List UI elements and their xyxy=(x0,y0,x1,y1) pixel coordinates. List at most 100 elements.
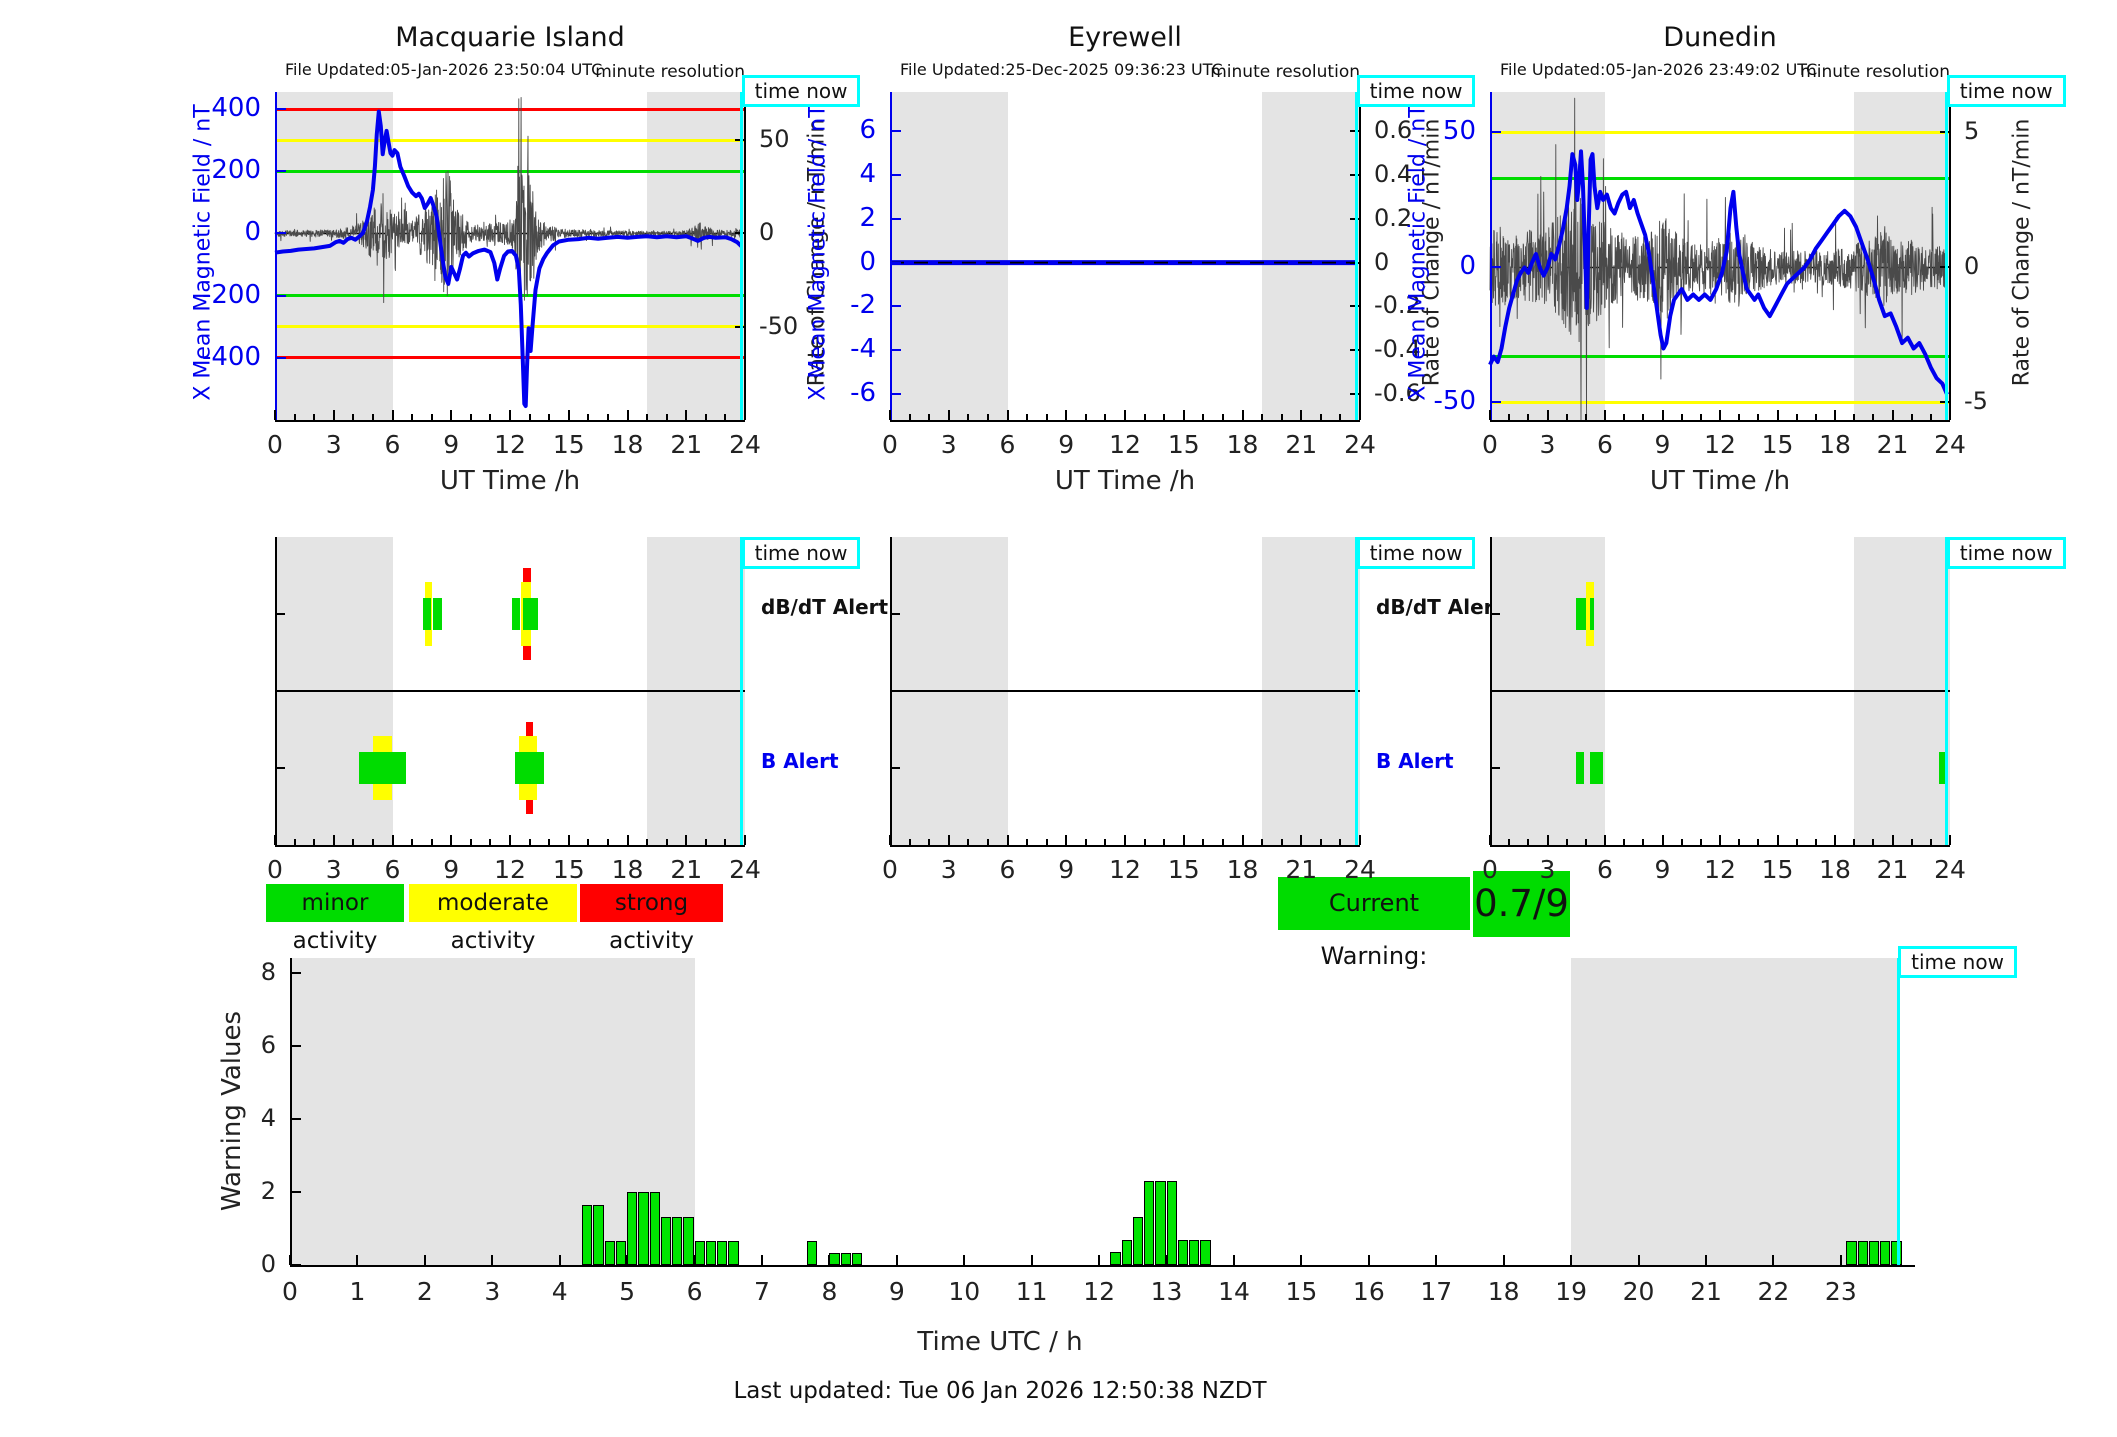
dunedin-alert-xtick xyxy=(1719,835,1721,845)
eyrewell-alert-xtick xyxy=(967,839,970,845)
dunedin-alert-xtick xyxy=(1604,835,1606,845)
dunedin-alert-xtick xyxy=(1738,839,1741,845)
eyrewell-xtick xyxy=(1280,414,1283,420)
eyrewell-alert-xtick xyxy=(928,839,931,845)
warning-value-bar xyxy=(840,1252,851,1265)
warning-xtick xyxy=(356,1255,359,1265)
dunedin-xtick xyxy=(1508,414,1511,420)
dunedin-alert-xtick-label: 6 xyxy=(1597,855,1613,884)
warning-value-bar xyxy=(683,1217,694,1265)
eyrewell-alert-xtick xyxy=(1045,839,1048,845)
macquarie-alert-xtick xyxy=(450,835,453,845)
dunedin-file-updated-text: File Updated:05-Jan-2026 23:49:02 UTC xyxy=(1500,60,1818,79)
dunedin-alert-xtick-label: 18 xyxy=(1819,855,1851,884)
dunedin-alert-xtick xyxy=(1565,839,1568,845)
eyrewell-alert-xtick-label: 15 xyxy=(1167,855,1200,884)
macquarie-xtick xyxy=(548,414,551,420)
macquarie-alert-xtick-label: 21 xyxy=(670,855,703,884)
macquarie-alert-xtick-label: 0 xyxy=(267,855,283,884)
warning-xtick xyxy=(963,1255,966,1265)
macquarie-alert-xtick xyxy=(606,839,609,845)
warning-ylabel: Warning Values xyxy=(217,1010,247,1211)
macquarie-dbdt-alert-mark-green xyxy=(523,598,538,630)
eyrewell-ytick-right-label: 0.4 xyxy=(1374,160,1413,189)
macquarie-dbdt-alert-label: dB/dT Alert xyxy=(761,595,889,619)
warning-value-bar xyxy=(649,1191,660,1265)
warning-xtick xyxy=(558,1255,561,1265)
macquarie-xtick xyxy=(646,414,649,420)
dunedin-ytick-left-label: 0 xyxy=(1459,251,1476,282)
dunedin-trace-plot xyxy=(1488,97,1949,421)
eyrewell-ytick-left xyxy=(892,349,901,352)
macquarie-b-alert-mark-green xyxy=(359,752,407,784)
macquarie-xtick xyxy=(274,410,276,420)
warning-value-bar xyxy=(660,1217,672,1265)
warning-xtick-label: 16 xyxy=(1352,1277,1385,1306)
dunedin-right-spine xyxy=(1949,92,1951,420)
warning-xtick-label: 2 xyxy=(416,1277,433,1306)
macquarie-alert-time-now-line xyxy=(740,537,744,845)
dunedin-b-alert-mark-green xyxy=(1938,752,1949,784)
macquarie-xtick xyxy=(744,410,746,420)
dunedin-b-alert-mark-green xyxy=(1575,752,1585,784)
dunedin-ytick-right-label: -5 xyxy=(1964,387,1988,416)
eyrewell-xtick xyxy=(1241,410,1244,420)
macquarie-b-alert-label: B Alert xyxy=(761,749,839,773)
eyrewell-alert-xtick-label: 12 xyxy=(1109,855,1141,884)
macquarie-night-band xyxy=(275,92,393,420)
eyrewell-ytick-right-label: -0.2 xyxy=(1374,291,1421,320)
eyrewell-alert-xtick xyxy=(1359,835,1361,845)
eyrewell-xtick xyxy=(1143,414,1146,420)
warning-xtick-label: 22 xyxy=(1757,1277,1790,1306)
macquarie-left-spine xyxy=(275,92,277,420)
macquarie-threshold-line-yellow xyxy=(275,325,745,329)
dunedin-alert-xtick xyxy=(1834,835,1836,845)
macquarie-xtick xyxy=(685,410,688,420)
eyrewell-xtick xyxy=(1026,414,1029,420)
eyrewell-ytick-left-label: -2 xyxy=(850,290,876,321)
macquarie-ytick-left-label: 200 xyxy=(211,155,261,186)
warning-value-bar xyxy=(1200,1239,1211,1265)
eyrewell-xtick-label: 15 xyxy=(1167,430,1200,459)
macquarie-alert-xtick xyxy=(626,835,629,845)
dunedin-plot-time-now-box: time now xyxy=(1946,75,2066,107)
dunedin-alert-xtick xyxy=(1489,835,1491,845)
macquarie-right-spine xyxy=(744,92,746,420)
warning-xtick-label: 17 xyxy=(1420,1277,1453,1306)
macquarie-xtick xyxy=(352,414,355,420)
warning-xtick xyxy=(693,1255,696,1265)
eyrewell-xtick-label: 9 xyxy=(1058,430,1075,459)
eyrewell-file-updated-text: File Updated:25-Dec-2025 09:36:23 UTC xyxy=(900,60,1223,79)
macquarie-alert-xtick xyxy=(411,839,414,845)
warning-ytick-label: 2 xyxy=(260,1176,276,1205)
eyrewell-ytick-left-label: 2 xyxy=(859,202,876,233)
dunedin-alert-xtick xyxy=(1527,839,1530,845)
eyrewell-xaxis-title: UT Time /h xyxy=(1054,466,1196,496)
dunedin-alert-divider xyxy=(1490,690,1950,692)
macquarie-alert-xtick-label: 12 xyxy=(494,855,526,884)
dunedin-xtick xyxy=(1623,414,1626,420)
eyrewell-ytick-left-label: 6 xyxy=(859,115,876,146)
macquarie-xtick xyxy=(587,414,590,420)
eyrewell-alert-time-now-box: time now xyxy=(1356,537,1476,569)
warning-xaxis-title: Time UTC / h xyxy=(917,1327,1083,1357)
dunedin-threshold-line-green xyxy=(1490,176,1950,180)
macquarie-ytick-right-label: -50 xyxy=(759,311,799,340)
macquarie-xtick xyxy=(332,410,335,420)
eyrewell-alert-xtick-label: 21 xyxy=(1285,855,1318,884)
macquarie-xtick xyxy=(567,410,570,420)
eyrewell-xtick xyxy=(1163,414,1166,420)
dunedin-threshold-line-green xyxy=(1490,355,1950,359)
eyrewell-ytick-left-label: -6 xyxy=(850,377,876,408)
dunedin-ytick-right-label: 0 xyxy=(1964,252,1980,281)
warning-left-spine xyxy=(290,958,292,1265)
warning-xtick-label: 4 xyxy=(551,1277,568,1306)
macquarie-threshold-line-yellow xyxy=(275,138,745,142)
dunedin-alert-xtick xyxy=(1795,839,1798,845)
warning-xtick xyxy=(760,1255,763,1265)
warning-xtick xyxy=(1704,1255,1707,1265)
eyrewell-ytick-right xyxy=(1350,349,1359,352)
legend-minor-activity: minor activity xyxy=(266,884,404,954)
dunedin-alert-time-now-box: time now xyxy=(1946,537,2066,569)
macquarie-dbdt-alert-mark-green xyxy=(422,598,432,630)
